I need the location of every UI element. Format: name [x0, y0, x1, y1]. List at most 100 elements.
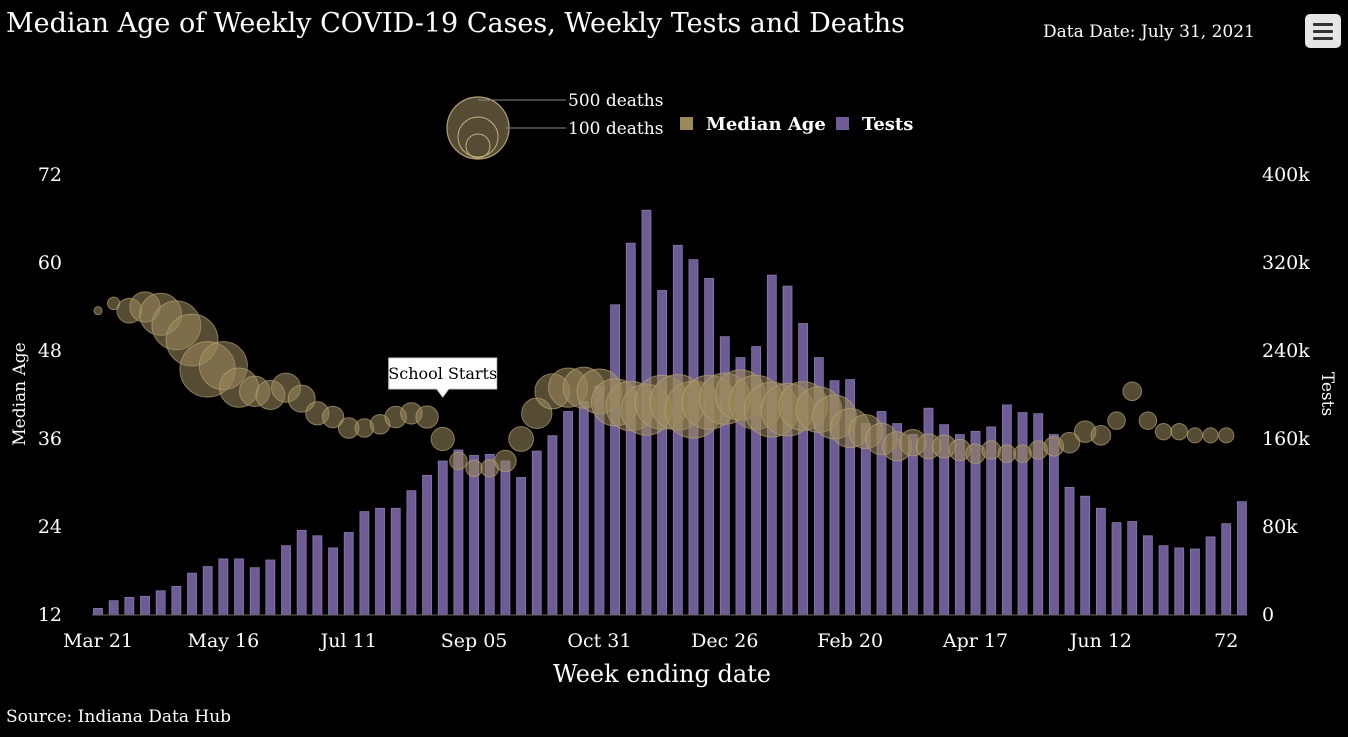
tests-bar[interactable]: [1142, 535, 1153, 616]
tests-bar[interactable]: [610, 304, 621, 616]
tests-bar[interactable]: [860, 423, 871, 616]
menu-bar-icon: [1313, 30, 1333, 33]
tests-bar[interactable]: [390, 507, 401, 616]
legend-label-median-age[interactable]: Median Age: [706, 114, 826, 135]
tests-bar[interactable]: [1174, 547, 1185, 616]
tests-bar[interactable]: [296, 529, 307, 616]
tests-bar[interactable]: [766, 274, 777, 616]
tests-bar[interactable]: [453, 449, 464, 616]
median-age-bubble[interactable]: [508, 426, 534, 452]
tests-bar[interactable]: [202, 566, 213, 616]
tests-bar[interactable]: [1001, 404, 1012, 616]
median-age-bubble[interactable]: [1090, 425, 1112, 446]
tests-bar[interactable]: [1190, 548, 1200, 616]
tests-bar[interactable]: [155, 590, 166, 616]
data-date: Data Date: July 31, 2021: [1043, 22, 1255, 42]
tests-bar[interactable]: [469, 455, 479, 616]
y-right-tick: 400k: [1262, 164, 1310, 186]
median-age-bubble[interactable]: [1186, 427, 1203, 444]
tests-bar[interactable]: [437, 460, 448, 616]
tests-bar[interactable]: [484, 453, 495, 616]
series-legend[interactable]: Median Age Tests: [680, 114, 913, 135]
y-left-tick: 48: [38, 340, 62, 362]
median-age-bubble[interactable]: [997, 444, 1017, 463]
tests-bar[interactable]: [1205, 536, 1216, 616]
tests-bar[interactable]: [93, 608, 103, 616]
tests-bar[interactable]: [500, 460, 511, 616]
tests-bar[interactable]: [328, 547, 338, 616]
y-left-tick: 36: [38, 428, 62, 450]
tests-bar[interactable]: [422, 474, 432, 616]
legend-bubble-small: [465, 133, 491, 159]
tests-bar[interactable]: [1158, 545, 1169, 616]
tests-bar[interactable]: [1064, 486, 1075, 616]
x-tick-label: May 16: [187, 630, 259, 652]
tests-bar[interactable]: [578, 401, 589, 616]
median-age-bubble[interactable]: [449, 451, 468, 471]
median-age-bubble[interactable]: [1058, 431, 1081, 454]
median-age-bubble[interactable]: [415, 405, 439, 429]
tests-bar[interactable]: [1080, 495, 1091, 616]
tests-bar[interactable]: [1048, 434, 1059, 616]
median-age-bubble[interactable]: [1170, 422, 1188, 441]
tests-bar[interactable]: [1017, 412, 1028, 616]
median-age-bubble[interactable]: [1138, 411, 1158, 430]
tests-bar[interactable]: [547, 435, 558, 616]
median-age-bubble[interactable]: [1107, 411, 1126, 430]
tests-bar[interactable]: [563, 411, 573, 616]
median-age-bubble[interactable]: [465, 459, 483, 478]
median-age-bubble[interactable]: [1122, 381, 1143, 402]
legend-label-tests[interactable]: Tests: [862, 114, 913, 135]
tests-bar[interactable]: [312, 535, 323, 616]
legend-swatch-median-age[interactable]: [680, 117, 693, 130]
tests-bar[interactable]: [281, 545, 291, 616]
tests-bar[interactable]: [375, 507, 385, 616]
source-note: Source: Indiana Data Hub: [6, 707, 232, 727]
chart-title: Median Age of Weekly COVID-19 Cases, Wee…: [6, 8, 905, 39]
menu-bar-icon: [1313, 23, 1333, 26]
tests-bar[interactable]: [531, 450, 542, 616]
tests-bar[interactable]: [798, 323, 809, 616]
median-age-bubble[interactable]: [981, 440, 1001, 460]
tests-bar[interactable]: [1237, 501, 1247, 616]
median-age-bubble[interactable]: [1218, 427, 1235, 444]
tests-bar[interactable]: [704, 277, 715, 616]
tests-bar[interactable]: [249, 567, 260, 616]
tests-bar[interactable]: [343, 532, 354, 616]
tests-bar[interactable]: [171, 586, 182, 616]
tests-bar[interactable]: [954, 434, 965, 616]
tests-bar[interactable]: [1095, 507, 1106, 616]
tests-bar[interactable]: [1111, 522, 1122, 616]
x-tick-label: Jul 11: [319, 630, 377, 652]
tests-bar[interactable]: [359, 511, 370, 616]
tests-bar[interactable]: [406, 490, 417, 616]
tests-bar[interactable]: [1127, 521, 1138, 616]
y-left-axis-title: Median Age: [10, 342, 30, 446]
tests-bar[interactable]: [516, 477, 526, 616]
median-age-bubble[interactable]: [430, 426, 455, 452]
x-tick-label: Jun 12: [1068, 630, 1132, 652]
menu-bar-icon: [1313, 37, 1333, 40]
median-age-bubble[interactable]: [494, 449, 517, 473]
median-age-bubble[interactable]: [1154, 422, 1173, 441]
tests-bar[interactable]: [265, 559, 276, 616]
tests-bar[interactable]: [1221, 523, 1232, 616]
tests-bar[interactable]: [124, 597, 135, 616]
median-age-bubble[interactable]: [93, 306, 103, 316]
y-left-tick: 24: [38, 516, 62, 538]
median-age-bubble[interactable]: [321, 405, 345, 429]
tests-bar[interactable]: [218, 558, 229, 616]
tests-bar[interactable]: [108, 600, 119, 616]
tests-bar[interactable]: [140, 595, 150, 616]
median-age-bubble[interactable]: [1013, 444, 1032, 463]
tests-bar[interactable]: [234, 558, 244, 616]
legend-swatch-tests[interactable]: [836, 117, 849, 130]
tests-bar[interactable]: [187, 572, 197, 616]
x-tick-label: Sep 05: [441, 630, 508, 652]
tests-bar[interactable]: [657, 290, 668, 616]
tests-bar[interactable]: [782, 285, 793, 616]
median-age-bubble[interactable]: [1202, 427, 1219, 444]
tests-bar[interactable]: [907, 434, 918, 616]
hamburger-menu-icon[interactable]: [1305, 14, 1341, 48]
